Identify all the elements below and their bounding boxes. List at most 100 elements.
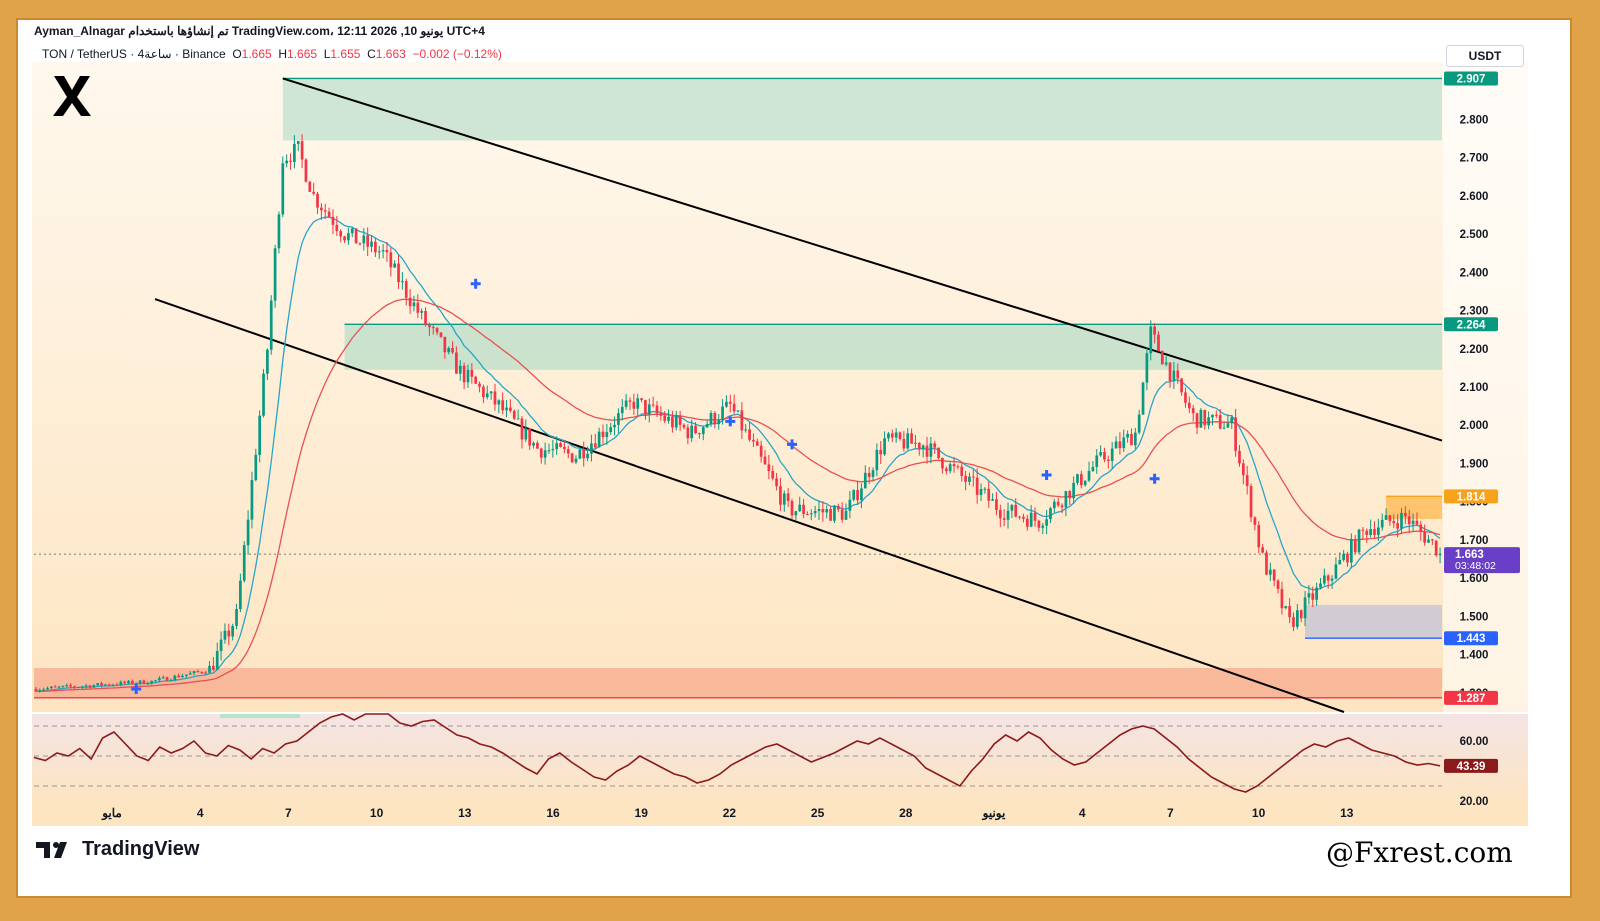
candle-body [1411,520,1415,525]
currency-button[interactable]: USDT [1446,45,1524,67]
high-label: H [278,47,288,61]
price-tick-label: 2.400 [1460,267,1489,279]
candle-body [520,418,524,440]
candle-body [655,405,659,414]
candle-body [154,680,157,682]
candle-body [1110,448,1114,462]
candle-body [536,442,539,449]
symbol-exchange: Binance [182,47,226,61]
candle-body [84,685,88,687]
candle-body [1257,524,1261,548]
price-axis[interactable]: 2.800 2.700 2.600 2.500 2.400 2.300 2.200 2.100… [1443,62,1529,712]
candle-body [763,456,767,465]
candle-body [335,224,339,232]
candle-body [1319,583,1322,588]
candle-body [451,348,454,353]
candle-body [505,407,508,411]
candle-body [771,470,775,479]
candle-body [231,626,235,637]
candle-body [115,684,119,686]
candle-body [956,466,960,468]
candle-body [331,216,335,225]
channel-lines [154,77,1443,713]
candle-body [223,630,227,640]
candle-body [1180,378,1183,393]
candle-body [1160,351,1164,365]
candle-body [127,680,130,684]
price-tick-label: 2.700 [1460,153,1489,165]
price-label-text: 2.907 [1457,73,1486,85]
candle-body [1191,408,1195,414]
candle-body [1168,362,1172,382]
candle-body [482,386,485,398]
candle-body [320,207,323,211]
candle-body [1083,480,1087,486]
candle-body [644,400,647,415]
candle-body [721,406,724,420]
candle-body [1431,539,1434,541]
candle-body [1284,606,1288,609]
candle-body [1099,452,1102,456]
candle-body [57,686,61,688]
rsi-value-text: 43.39 [1457,761,1486,773]
candle-body [1299,610,1303,619]
candle-body [948,464,952,472]
candle-body [829,509,832,521]
candle-body [744,429,748,431]
candle-body [404,281,408,298]
tradingview-wordmark: TradingView [82,838,200,860]
price-label-box [1444,317,1498,332]
candle-body [528,428,532,446]
candle-body [1164,362,1168,365]
candle-body [493,391,497,405]
candle-body [682,424,686,428]
candle-body [1018,516,1021,518]
candle-body [92,685,96,688]
candle-body [1365,530,1369,535]
candle-body [1199,409,1203,428]
candle-body [597,431,601,448]
candle-body [755,441,759,446]
candle-body [987,488,991,501]
candle-body [277,214,281,249]
candle-body [1145,353,1149,383]
candle-body [312,191,316,194]
cross-markers [131,278,1160,695]
candle-body [1153,326,1156,335]
candle-body [273,248,277,301]
candle-body [667,416,670,421]
countdown-text: 03:48:02 [1455,560,1496,572]
candle-body [42,689,45,691]
candle-body [150,680,154,684]
candle-body [524,428,528,440]
zone-base-support [34,668,1442,698]
symbol-legend[interactable]: TON / TetherUS · 4ساعة · Binance O1.665 … [42,47,502,61]
candle-body [1184,392,1187,403]
candle-body [690,425,694,439]
time-axis[interactable]: مايو 4 7 10 13 16 19 22 25 28 يونيو 4 7 10 13 [101,806,1354,821]
candle-body [975,477,979,495]
open-label: O [232,47,242,61]
candle-body [620,406,624,414]
candle-body [651,404,655,406]
candle-body [593,443,597,448]
candle-body [1106,459,1110,462]
candle-body [802,504,805,515]
candle-body [489,391,493,394]
current-price-box [1444,547,1520,574]
tradingview-brand[interactable]: TradingView [36,838,199,861]
candle-body [1002,518,1006,520]
candle-body [100,683,103,686]
candle-body [347,233,350,241]
candle-body [1272,569,1276,581]
low-value: 1.655 [330,47,361,61]
candle-body [239,580,242,610]
candle-body [1307,593,1311,598]
price-label-box [1444,489,1498,504]
candle-body [867,472,871,477]
rsi-value-box [1444,758,1498,773]
candle-body [107,684,111,686]
candle-body [200,671,204,673]
candle-body [501,400,505,411]
